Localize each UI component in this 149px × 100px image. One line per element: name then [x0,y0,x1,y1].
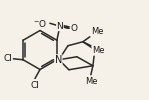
Text: Me: Me [91,27,103,36]
Text: N: N [56,22,63,31]
Text: Cl: Cl [31,80,39,90]
Text: Me: Me [92,46,104,55]
Text: Me: Me [85,77,97,86]
Text: O: O [71,24,78,33]
Text: N: N [55,55,62,65]
Text: Cl: Cl [3,54,12,63]
Text: $^{-}$O: $^{-}$O [33,18,47,29]
